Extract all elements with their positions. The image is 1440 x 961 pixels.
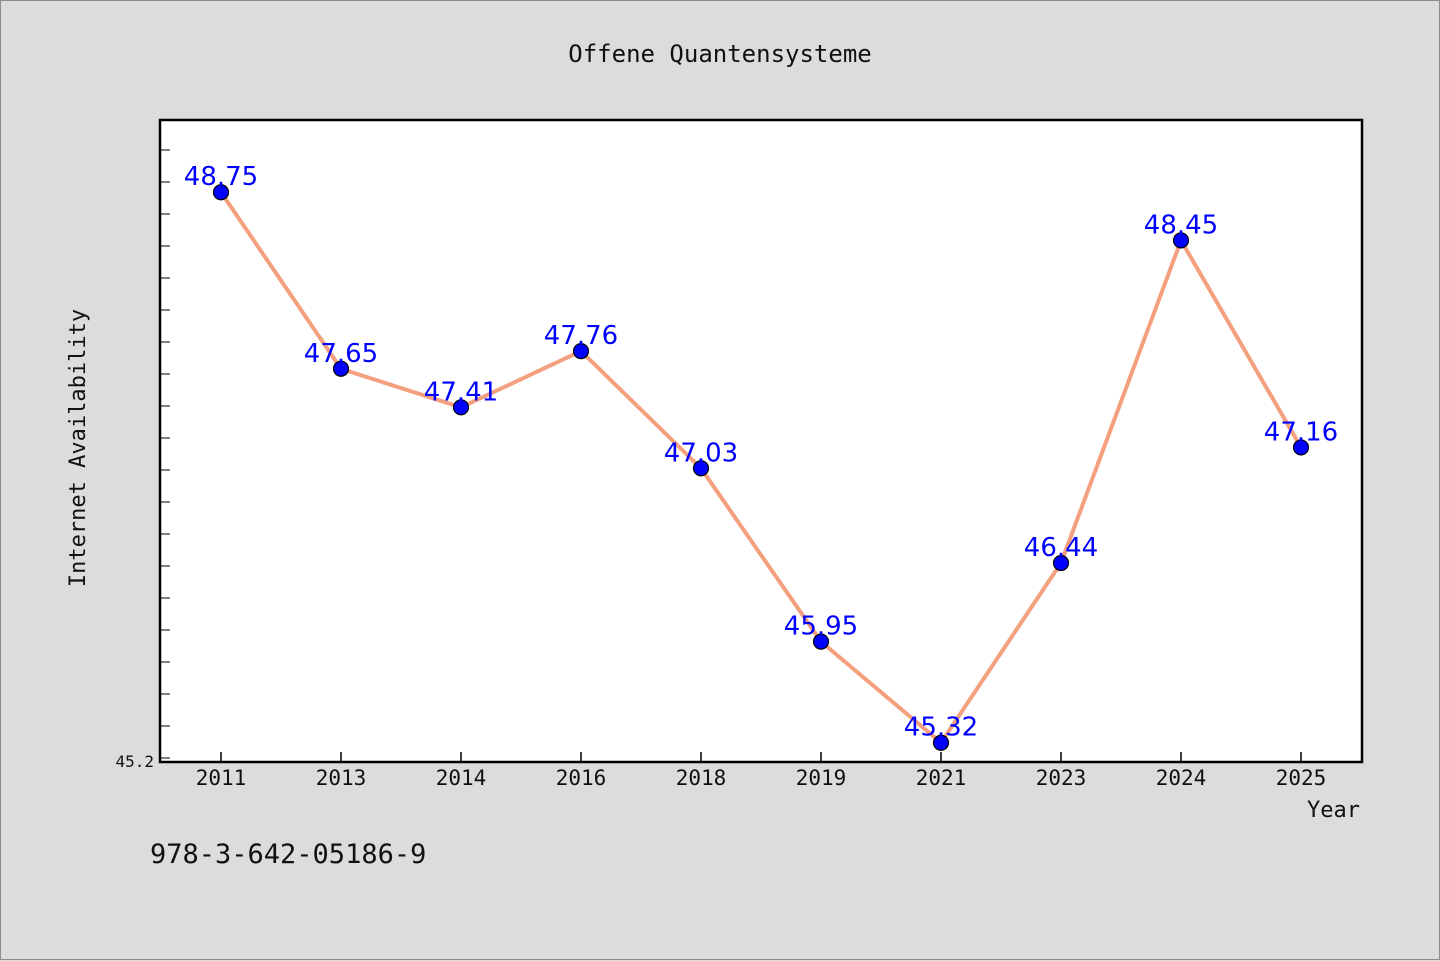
x-tick-label: 2011 xyxy=(196,766,247,790)
data-label: 47.76 xyxy=(544,321,618,351)
data-labels-group: 48.75 47.65 47.41 47.76 47.03 45.95 45.32 46.44… xyxy=(184,162,1338,743)
data-points-group xyxy=(212,184,1310,751)
data-point xyxy=(812,633,830,650)
data-point xyxy=(932,734,950,751)
x-tick-label: 2014 xyxy=(436,766,487,790)
x-tick-label: 2018 xyxy=(676,766,727,790)
data-label: 47.16 xyxy=(1264,417,1338,447)
data-point xyxy=(332,360,350,377)
data-point xyxy=(1292,439,1310,456)
y-axis-minor-ticks xyxy=(160,149,170,759)
x-tick-label: 2025 xyxy=(1276,766,1327,790)
x-tick-label: 2023 xyxy=(1036,766,1087,790)
x-tick-label: 2024 xyxy=(1156,766,1207,790)
plot-area xyxy=(158,118,1364,764)
data-point xyxy=(1052,554,1070,572)
data-point xyxy=(1172,232,1190,249)
x-tick-label: 2013 xyxy=(316,766,367,790)
isbn-footnote: 978-3-642-05186-9 xyxy=(150,839,426,870)
y-axis-title: Internet Availability xyxy=(66,309,91,587)
data-label: 48.45 xyxy=(1144,210,1218,240)
data-point xyxy=(452,399,470,416)
x-tick-label: 2019 xyxy=(796,766,847,790)
y-axis-min-label: 45.2 xyxy=(115,752,154,771)
series-line xyxy=(219,190,1303,745)
x-tick-label: 2021 xyxy=(916,766,967,790)
data-label: 47.65 xyxy=(304,339,378,369)
chart-title: Offene Quantensysteme xyxy=(568,40,871,68)
data-point xyxy=(692,460,710,477)
x-axis-title: Year xyxy=(1307,798,1360,823)
data-point xyxy=(572,343,590,360)
x-tick-label: 2016 xyxy=(556,766,607,790)
data-point xyxy=(212,184,230,201)
data-label: 45.95 xyxy=(784,612,858,642)
data-label: 45.32 xyxy=(904,713,978,743)
data-label: 48.75 xyxy=(184,162,258,192)
x-axis-ticks: 2011 2013 2014 2016 2018 2019 2021 2023 2024 2025 xyxy=(196,752,1327,790)
data-label: 46.44 xyxy=(1024,533,1098,563)
data-label: 47.03 xyxy=(664,438,738,468)
data-label: 47.41 xyxy=(424,377,498,407)
series-line-group xyxy=(219,190,1303,745)
